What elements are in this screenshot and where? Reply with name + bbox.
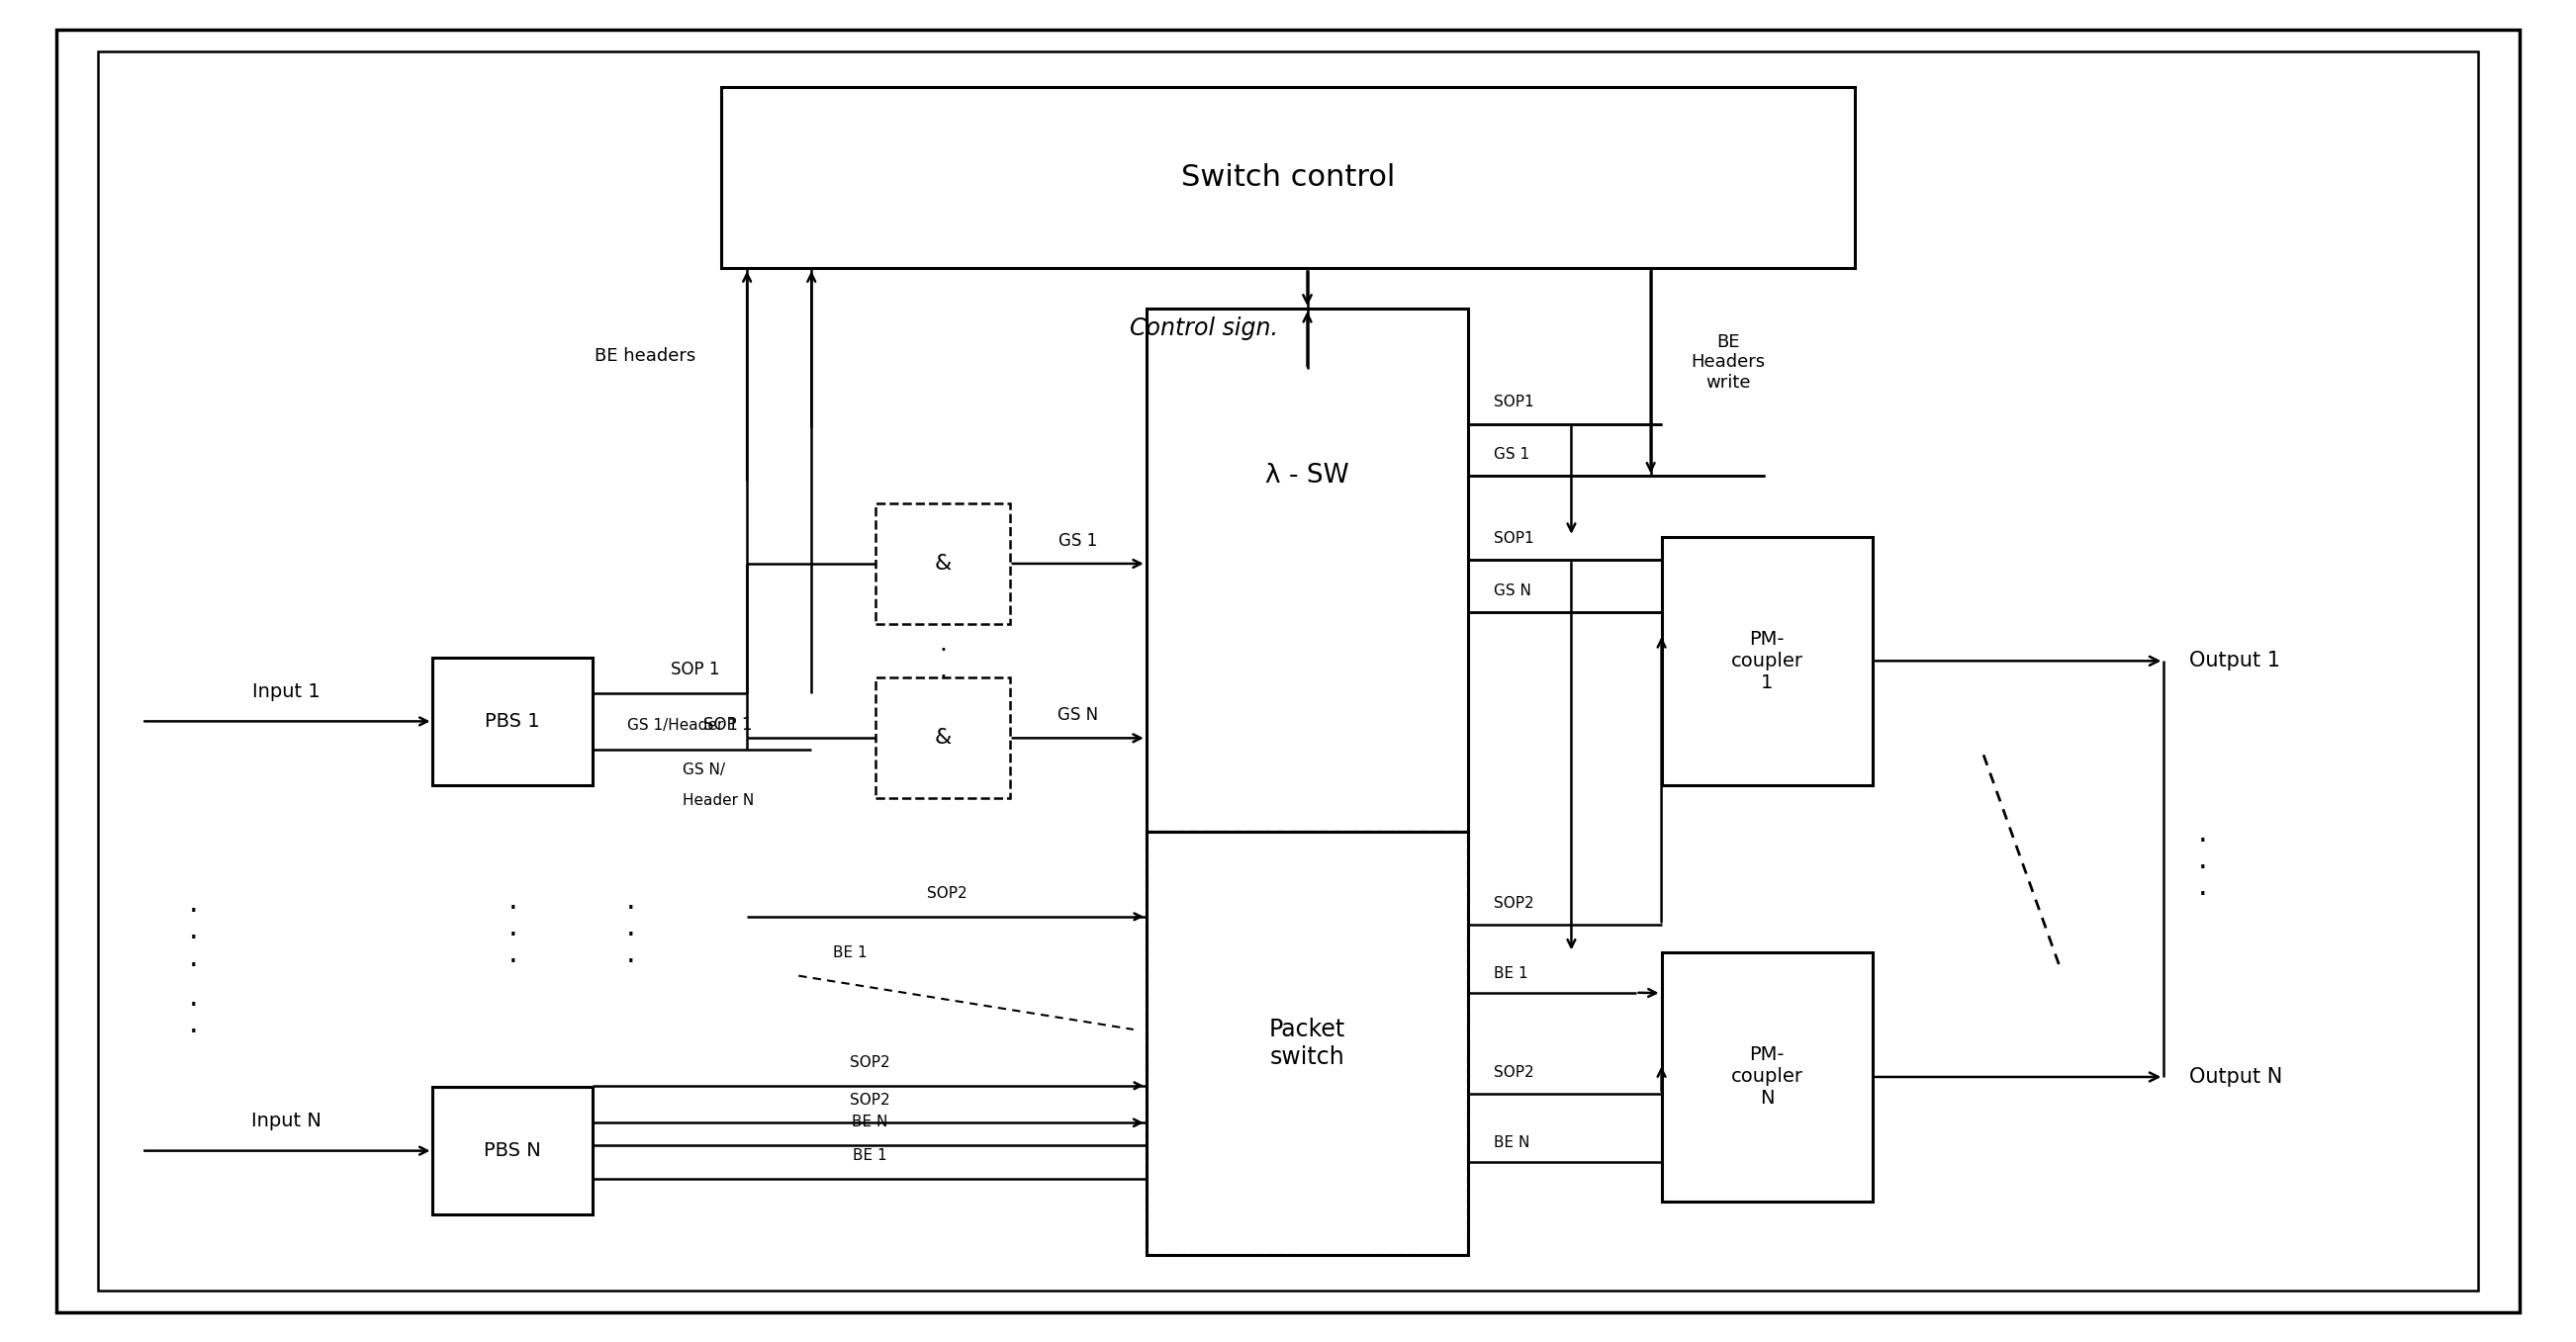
Text: BE
Headers
write: BE Headers write: [1690, 333, 1765, 392]
Bar: [876, 678, 1010, 798]
Bar: [721, 87, 1855, 268]
Text: SOP1: SOP1: [1494, 531, 1535, 546]
Text: ·: ·: [2197, 828, 2208, 856]
Text: ·: ·: [626, 949, 636, 977]
Text: GS 1: GS 1: [1494, 447, 1530, 462]
Bar: [876, 503, 1010, 624]
Text: ·: ·: [188, 925, 198, 954]
Text: BE 1: BE 1: [853, 1149, 886, 1164]
Text: GS 1/Header 1: GS 1/Header 1: [629, 718, 737, 733]
Text: ·: ·: [2197, 855, 2208, 883]
Text: PM-
coupler
1: PM- coupler 1: [1731, 629, 1803, 692]
Bar: [1146, 832, 1468, 1255]
Text: BE N: BE N: [1494, 1135, 1530, 1150]
Bar: [1146, 832, 1468, 1255]
Text: ·: ·: [507, 922, 518, 950]
Text: SOP 1: SOP 1: [703, 717, 752, 734]
Text: GS 1: GS 1: [1059, 531, 1097, 550]
Bar: [1662, 537, 1873, 785]
Text: Header N: Header N: [683, 793, 755, 808]
Text: Packet
switch: Packet switch: [1270, 1017, 1345, 1070]
Text: GS N: GS N: [1059, 706, 1097, 725]
Text: ·: ·: [626, 922, 636, 950]
Bar: [433, 1087, 592, 1215]
Text: ·: ·: [188, 898, 198, 927]
Text: SOP 1: SOP 1: [670, 660, 721, 678]
Text: Output N: Output N: [2190, 1067, 2282, 1087]
Text: SOP2: SOP2: [927, 886, 966, 902]
Text: PBS N: PBS N: [484, 1141, 541, 1161]
Text: ·: ·: [507, 949, 518, 977]
Text: SOP2: SOP2: [1494, 1066, 1535, 1080]
Text: Switch control: Switch control: [1180, 164, 1396, 192]
Text: SOP2: SOP2: [850, 1092, 889, 1107]
Text: &: &: [935, 729, 951, 747]
Text: ·: ·: [188, 992, 198, 1021]
Text: SOP2: SOP2: [850, 1055, 889, 1071]
Text: PBS 1: PBS 1: [484, 711, 541, 731]
Text: SOP1: SOP1: [1494, 395, 1535, 409]
Text: ·: ·: [188, 1019, 198, 1048]
Text: Control sign.: Control sign.: [1131, 317, 1278, 341]
Text: ·: ·: [938, 639, 948, 663]
Text: Input N: Input N: [250, 1111, 322, 1131]
Text: ·: ·: [2197, 882, 2208, 910]
Text: PM-
coupler
N: PM- coupler N: [1731, 1045, 1803, 1108]
Text: Output 1: Output 1: [2190, 651, 2280, 671]
Text: ·: ·: [938, 666, 948, 690]
Text: BE N: BE N: [853, 1115, 886, 1130]
Text: GS N: GS N: [1494, 584, 1533, 599]
Bar: [433, 658, 592, 785]
Bar: [1146, 309, 1468, 832]
Text: ·: ·: [507, 895, 518, 923]
Text: BE 1: BE 1: [1494, 966, 1528, 981]
Text: SOP2: SOP2: [1494, 896, 1535, 911]
Text: BE 1: BE 1: [832, 946, 868, 961]
Text: ·: ·: [626, 895, 636, 923]
Text: Input 1: Input 1: [252, 682, 319, 702]
Text: ·: ·: [188, 951, 198, 981]
Text: BE headers: BE headers: [595, 346, 696, 365]
Text: λ - SW: λ - SW: [1265, 463, 1350, 488]
Bar: [1468, 384, 1662, 639]
Text: &: &: [935, 554, 951, 573]
Bar: [1662, 953, 1873, 1201]
Text: GS N/: GS N/: [683, 762, 726, 777]
